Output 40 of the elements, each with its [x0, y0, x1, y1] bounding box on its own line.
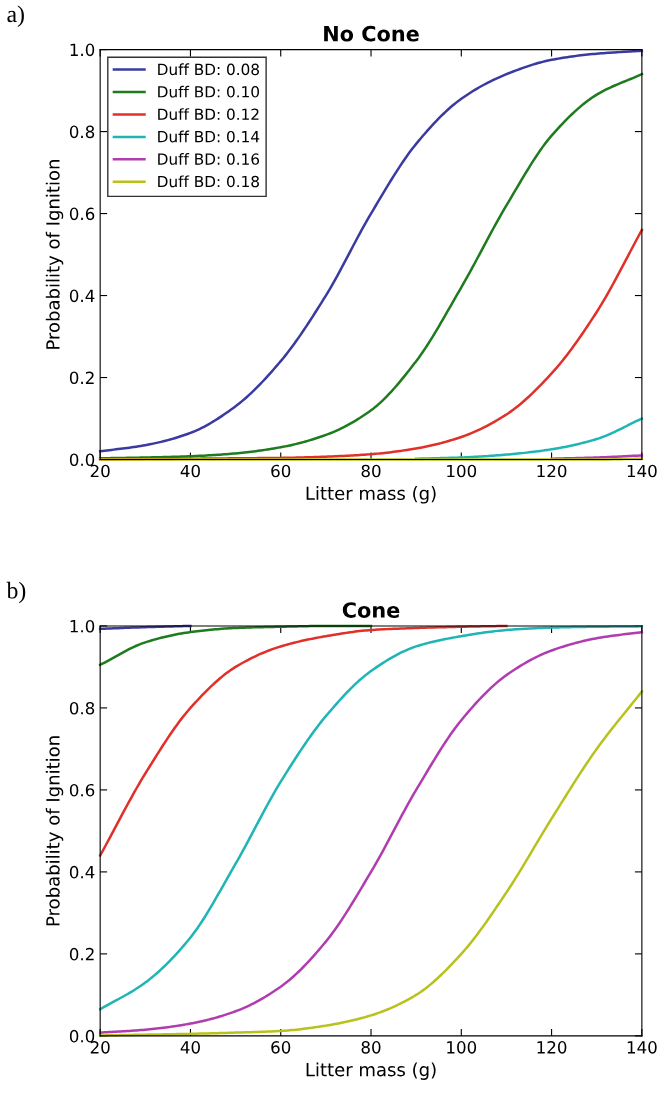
x-tick-label: 100: [447, 464, 477, 478]
chart-title: No Cone: [324, 25, 419, 42]
y-tick-label: 0.6: [69, 207, 95, 221]
legend-label: Duff BD: 0.18: [158, 175, 259, 188]
chart-title: Cone: [342, 602, 400, 618]
x-tick-label: 20: [90, 464, 110, 478]
x-tick-label: 120: [537, 464, 567, 478]
legend-label: Duff BD: 0.10: [158, 85, 260, 98]
y-axis-title: Probability of Ignition: [45, 736, 64, 926]
y-tick-label: 0.8: [69, 701, 95, 715]
x-tick-label: 20: [90, 1041, 110, 1054]
y-tick-label: 0.4: [69, 865, 95, 879]
x-tick-label: 140: [627, 464, 657, 478]
x-tick-label: 60: [271, 1041, 291, 1054]
legend-label: Duff BD: 0.14: [158, 130, 260, 143]
y-tick-label: 0.4: [69, 289, 95, 303]
x-tick-label: 40: [180, 464, 200, 478]
y-tick-label: 0.0: [69, 1029, 95, 1043]
x-tick-label: 120: [537, 1041, 567, 1054]
x-axis-title: Litter mass (g): [306, 1062, 436, 1080]
y-tick-label: 0.6: [69, 783, 95, 797]
x-tick-label: 80: [361, 1041, 381, 1054]
x-tick-label: 140: [627, 1041, 657, 1054]
legend-label: Duff BD: 0.12: [158, 108, 259, 121]
x-tick-label: 40: [180, 1041, 200, 1054]
y-axis-title: Probability of Ignition: [45, 160, 64, 349]
y-tick-label: 0.0: [69, 453, 95, 467]
x-tick-label: 80: [361, 464, 381, 478]
y-tick-label: 0.2: [69, 371, 94, 385]
x-tick-label: 60: [271, 464, 291, 478]
text: b): [6, 581, 26, 604]
y-tick-label: 1.0: [70, 619, 95, 633]
legend-label: Duff BD: 0.08: [158, 63, 259, 76]
y-tick-label: 1.0: [70, 43, 95, 57]
y-tick-label: 0.2: [69, 947, 94, 961]
y-tick-label: 0.8: [69, 125, 95, 139]
x-tick-label: 100: [447, 1041, 477, 1054]
text: a): [7, 5, 24, 27]
legend-label: Duff BD: 0.16: [158, 153, 260, 165]
x-axis-title: Litter mass (g): [306, 486, 436, 504]
